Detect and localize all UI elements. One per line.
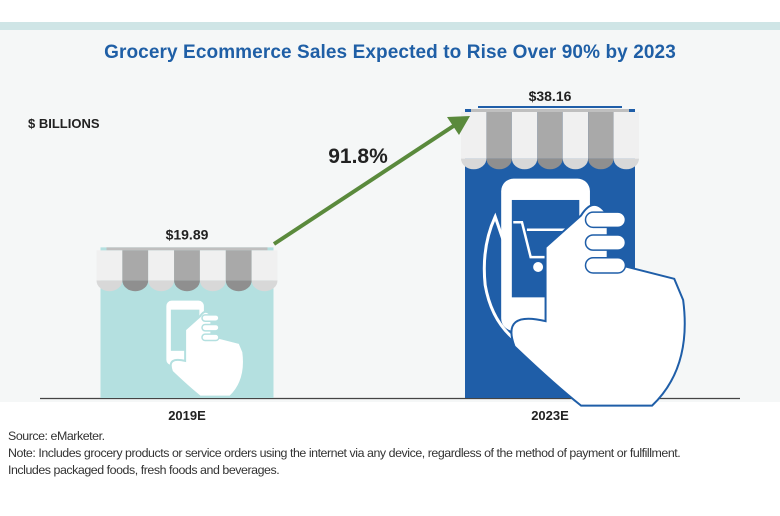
store-awning-icon: [613, 112, 639, 159]
bar-2023: [461, 109, 686, 407]
x-tick-label-2019: 2019E: [168, 408, 206, 423]
awning-scallop: [251, 280, 278, 292]
awning-scallop: [588, 158, 614, 170]
store-awning-icon: [251, 250, 278, 281]
top-stripe: [0, 22, 780, 30]
awning-scallop: [486, 158, 512, 170]
x-tick-label-2023: 2023E: [531, 408, 569, 423]
awning-scallop: [148, 280, 175, 292]
store-awning-icon: [537, 112, 563, 159]
chart-title: Grocery Ecommerce Sales Expected to Rise…: [104, 42, 676, 63]
awning-cap: [471, 109, 629, 112]
awning-scallop: [174, 280, 200, 292]
store-awning-icon: [588, 112, 614, 159]
store-awning-icon: [174, 250, 200, 281]
store-awning-icon: [122, 250, 149, 281]
hand-smartphone-icon: [166, 300, 245, 398]
awning-scallop: [225, 280, 252, 292]
unit-label: $ BILLIONS: [28, 116, 100, 131]
note-line-2: Includes packaged foods, fresh foods and…: [8, 463, 280, 477]
store-awning-icon: [562, 112, 589, 159]
store-awning-icon: [148, 250, 175, 281]
awning-scallop: [96, 280, 123, 292]
growth-arrow: [272, 116, 470, 246]
store-awning-icon: [511, 112, 538, 159]
awning-scallop: [537, 158, 563, 170]
awning-scallop: [199, 280, 226, 292]
awning-scallop: [613, 158, 639, 170]
bar-2019: [96, 247, 278, 398]
hand-smartphone-icon: [482, 178, 686, 407]
awning-scallop: [461, 158, 487, 170]
awning-scallop: [511, 158, 538, 170]
note-line: Note: Includes grocery products or servi…: [8, 446, 681, 460]
value-label-2019: $19.89: [166, 226, 209, 242]
source-note: Source: eMarketer. Note: Includes grocer…: [8, 428, 778, 479]
source-line: Source: eMarketer.: [8, 429, 105, 443]
value-label-2023: $38.16: [529, 88, 572, 104]
store-awning-icon: [199, 250, 226, 281]
store-awning-icon: [96, 250, 123, 281]
awning-scallop: [562, 158, 589, 170]
awning-scallop: [122, 280, 149, 292]
growth-percentage-label: 91.8%: [328, 145, 388, 168]
store-awning-icon: [225, 250, 252, 281]
awning-cap: [106, 247, 268, 251]
store-awning-icon: [486, 112, 512, 159]
